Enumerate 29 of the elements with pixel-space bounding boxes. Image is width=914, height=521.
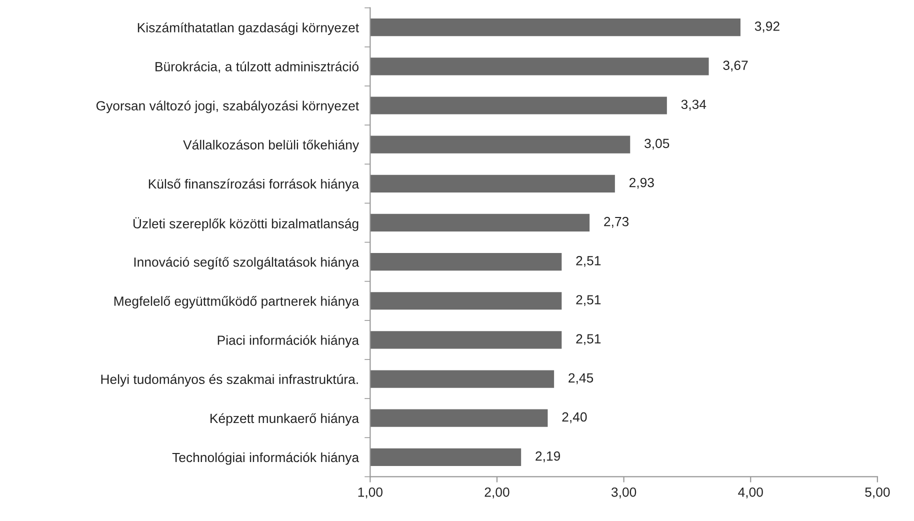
x-tick-label: 3,00 xyxy=(611,487,636,498)
y-tick-label: Bürokrácia, a túlzott adminisztráció xyxy=(156,61,359,73)
y-tick-label: Vállalkozáson belüli tőkehiány xyxy=(183,140,360,152)
data-label: 3,67 xyxy=(723,60,748,72)
data-label: 2,51 xyxy=(576,256,601,267)
y-tick-label: Piaci információk hiánya xyxy=(218,335,360,348)
y-tick-label: Helyi tudományos és szakmai infrastruktúra. xyxy=(101,374,358,387)
data-label: 2,45 xyxy=(568,373,594,384)
y-tick-label: Üzleti szereplők közötti bizalmatlanság xyxy=(133,217,358,231)
y-tick-label: Innováció segítő szolgáltatások hiánya xyxy=(134,256,360,270)
y-tick-label: Külső finanszírozási források hiánya xyxy=(148,178,360,192)
y-tick-label: Kiszámíthatatlan gazdasági környezet xyxy=(138,22,359,35)
data-label: 2,51 xyxy=(576,295,601,306)
data-label: 2,40 xyxy=(562,412,587,424)
y-tick-label: Technológiai információk hiánya xyxy=(172,452,360,465)
data-label: 2,93 xyxy=(629,178,654,189)
y-tick-label: Képzett munkaerő hiánya xyxy=(210,413,360,426)
x-tick-label: 1,00 xyxy=(358,487,382,498)
data-label: 3,92 xyxy=(754,22,780,32)
data-label: 3,05 xyxy=(644,138,670,150)
data-label: 3,34 xyxy=(681,100,706,111)
y-tick-label: Gyorsan változó jogi, szabályozási környezet xyxy=(96,100,359,114)
x-tick-label: 5,00 xyxy=(865,487,890,498)
data-label: 2,19 xyxy=(536,451,560,462)
y-tick-label: Megfelelő együttműködő partnerek hiánya xyxy=(114,296,360,308)
x-tick-label: 2,00 xyxy=(484,487,510,498)
data-label: 2,51 xyxy=(576,334,601,346)
data-label: 2,73 xyxy=(604,216,629,228)
x-tick-label: 4,00 xyxy=(738,487,763,498)
